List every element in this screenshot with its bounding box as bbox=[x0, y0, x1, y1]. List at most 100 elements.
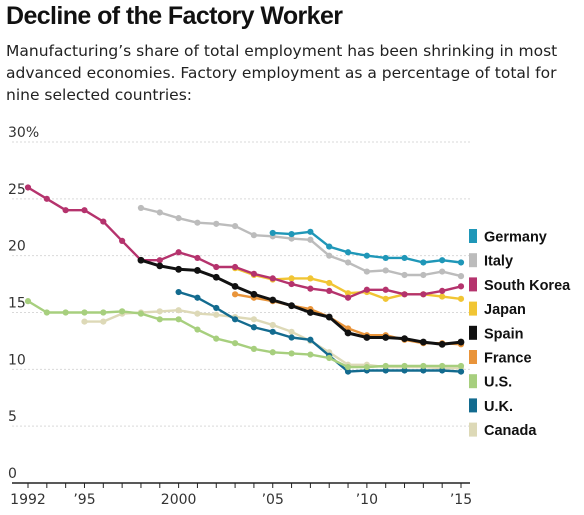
data-point bbox=[325, 313, 333, 321]
data-point bbox=[344, 294, 352, 301]
data-point bbox=[231, 291, 239, 298]
data-point bbox=[250, 290, 258, 298]
data-point bbox=[438, 340, 446, 348]
data-point bbox=[269, 296, 277, 304]
data-point bbox=[269, 229, 276, 237]
data-point bbox=[175, 265, 183, 273]
legend-swatch bbox=[469, 350, 477, 364]
data-point bbox=[213, 263, 220, 271]
data-point bbox=[156, 209, 163, 216]
data-point bbox=[250, 324, 258, 331]
y-tick-label: 20 bbox=[8, 239, 26, 255]
series-line bbox=[27, 186, 462, 299]
data-point bbox=[307, 228, 314, 235]
legend-swatch bbox=[469, 325, 477, 340]
legend-label: U.K. bbox=[484, 399, 513, 415]
data-point bbox=[288, 280, 295, 288]
y-axis-ticks: 30% 25 20 15 10 5 0 bbox=[8, 125, 39, 482]
data-point bbox=[250, 345, 258, 352]
data-point bbox=[250, 232, 258, 239]
data-point bbox=[81, 207, 88, 214]
x-tick-label: ’05 bbox=[262, 492, 284, 508]
data-point bbox=[457, 368, 465, 375]
data-point bbox=[326, 279, 333, 287]
data-point bbox=[175, 249, 182, 256]
data-point bbox=[344, 259, 352, 266]
data-point bbox=[269, 275, 276, 282]
series-u-k bbox=[175, 288, 465, 375]
legend-label: France bbox=[484, 351, 532, 367]
data-point bbox=[231, 223, 239, 230]
data-point bbox=[62, 207, 69, 214]
y-tick-label: 25 bbox=[8, 182, 26, 198]
data-point bbox=[175, 316, 182, 323]
data-point bbox=[344, 363, 352, 371]
data-point bbox=[269, 321, 276, 329]
data-point bbox=[194, 267, 201, 274]
data-point bbox=[156, 308, 163, 315]
data-point bbox=[175, 288, 182, 296]
data-point bbox=[401, 335, 408, 343]
data-point bbox=[194, 294, 201, 301]
series-u-s bbox=[24, 298, 465, 371]
data-point bbox=[81, 318, 88, 325]
series-line bbox=[140, 258, 462, 346]
data-point bbox=[382, 362, 389, 370]
legend-label: Italy bbox=[484, 254, 513, 270]
data-point bbox=[420, 271, 427, 279]
y-tick-label: 0 bbox=[8, 466, 17, 482]
data-point bbox=[439, 287, 446, 295]
data-point bbox=[231, 340, 239, 347]
data-point bbox=[137, 204, 145, 212]
data-point bbox=[194, 254, 201, 262]
data-point bbox=[213, 304, 220, 312]
data-point bbox=[231, 282, 239, 290]
data-point bbox=[382, 295, 389, 302]
x-tick-label: 2000 bbox=[161, 492, 197, 508]
data-point bbox=[363, 363, 370, 371]
data-point bbox=[344, 290, 352, 297]
data-point bbox=[24, 184, 32, 191]
data-point bbox=[439, 268, 446, 275]
data-point bbox=[401, 254, 408, 262]
data-point bbox=[457, 283, 465, 290]
data-point bbox=[307, 275, 314, 282]
data-point bbox=[419, 338, 427, 346]
data-point bbox=[156, 316, 163, 323]
data-point bbox=[100, 318, 107, 325]
data-point bbox=[175, 215, 182, 222]
data-point bbox=[363, 286, 370, 293]
legend: Germany Italy South Korea Japan Spain France U… bbox=[469, 229, 571, 439]
legend-swatch bbox=[469, 374, 477, 389]
data-point bbox=[420, 259, 427, 266]
x-tick-label: 1992 bbox=[10, 492, 46, 508]
data-point bbox=[306, 309, 314, 316]
data-point bbox=[363, 334, 371, 341]
series-line bbox=[27, 300, 461, 369]
data-point bbox=[213, 335, 220, 342]
data-point bbox=[439, 367, 446, 374]
data-point bbox=[137, 310, 145, 317]
data-point bbox=[269, 328, 276, 335]
data-point bbox=[420, 291, 427, 298]
data-point bbox=[119, 237, 126, 244]
data-point bbox=[213, 311, 220, 318]
data-point bbox=[344, 249, 352, 256]
data-point bbox=[457, 362, 465, 370]
data-point bbox=[457, 273, 465, 280]
data-point bbox=[326, 252, 333, 259]
data-point bbox=[250, 270, 258, 277]
data-point bbox=[175, 307, 182, 314]
series-south-korea bbox=[24, 184, 465, 301]
legend-swatch bbox=[469, 253, 477, 268]
data-point bbox=[212, 273, 220, 281]
x-tick-label: ’95 bbox=[73, 492, 95, 508]
data-point bbox=[344, 329, 352, 337]
y-tick-label: 10 bbox=[8, 352, 26, 368]
legend-swatch bbox=[469, 422, 477, 437]
data-point bbox=[231, 263, 239, 271]
legend-label: U.S. bbox=[484, 375, 512, 391]
data-point bbox=[457, 259, 465, 266]
y-tick-label: 15 bbox=[8, 296, 26, 312]
